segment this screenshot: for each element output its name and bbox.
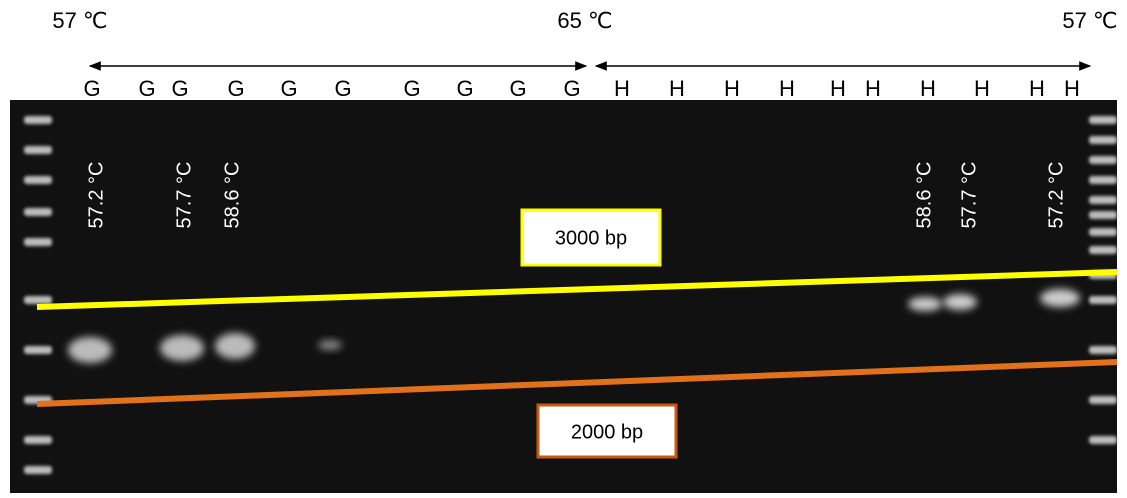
- lane-label: H: [1029, 76, 1045, 101]
- marker-box: [520, 208, 662, 267]
- lane-label: G: [456, 76, 473, 101]
- lane-label: H: [669, 76, 685, 101]
- ladder-band: [1089, 136, 1117, 144]
- band: [1040, 289, 1080, 307]
- ladder-band: [24, 296, 52, 304]
- lane-temperature: 57.7 °C: [958, 162, 980, 229]
- ladder-band: [24, 346, 52, 354]
- lane-label: G: [280, 76, 297, 101]
- lane-label: H: [779, 76, 795, 101]
- band: [318, 340, 342, 350]
- lane-temperature: 58.6 °C: [221, 162, 243, 229]
- lane-temperature: 57.2 °C: [85, 162, 107, 229]
- lane-label: G: [563, 76, 580, 101]
- ladder-band: [24, 116, 52, 124]
- ladder-band: [24, 176, 52, 184]
- temperature: 57 ℃: [52, 8, 107, 33]
- ladder-band: [1089, 176, 1117, 184]
- ladder-band: [24, 208, 52, 216]
- ladder-band: [1089, 246, 1117, 254]
- marker-box: [536, 403, 678, 459]
- ladder-band: [24, 436, 52, 444]
- ladder-band: [24, 466, 52, 474]
- lane-temperature: 58.6 °C: [913, 162, 935, 229]
- band: [908, 297, 942, 311]
- lane-label: G: [227, 76, 244, 101]
- lane-label: H: [920, 76, 936, 101]
- band: [68, 337, 112, 363]
- ladder-band: [1089, 396, 1117, 404]
- ladder-band: [1089, 346, 1117, 354]
- temperature: 57 ℃: [1062, 8, 1117, 33]
- ladder-band: [1089, 211, 1117, 219]
- lane-label: H: [1064, 76, 1080, 101]
- ladder-band: [1089, 156, 1117, 164]
- band: [215, 333, 255, 359]
- ladder-band: [1089, 116, 1117, 124]
- marker-label: 2000 bp: [571, 421, 643, 443]
- lane-label: G: [83, 76, 100, 101]
- temperature: 65 ℃: [557, 8, 612, 33]
- lane-label: H: [830, 76, 846, 101]
- lane-label: G: [403, 76, 420, 101]
- ladder-band: [24, 146, 52, 154]
- ladder-band: [1089, 196, 1117, 204]
- band: [943, 294, 977, 310]
- bands: [24, 116, 1117, 474]
- lane-label: H: [974, 76, 990, 101]
- lane-temperature: 57.7 °C: [173, 162, 195, 229]
- marker-label: 3000 bp: [555, 227, 627, 249]
- band: [160, 335, 204, 361]
- lane-label: G: [171, 76, 188, 101]
- lane-label: G: [509, 76, 526, 101]
- lane-label: H: [614, 76, 630, 101]
- ladder-band: [1089, 228, 1117, 236]
- marker-line-3000: [36, 269, 1118, 310]
- lane-label: H: [865, 76, 881, 101]
- lane-label: G: [334, 76, 351, 101]
- lane-label: H: [724, 76, 740, 101]
- ladder-band: [1089, 296, 1117, 304]
- marker-line-2000: [36, 359, 1118, 407]
- lane-label: G: [138, 76, 155, 101]
- ladder-band: [24, 238, 52, 246]
- ladder-band: [1089, 436, 1117, 444]
- lane-temperature: 57.2 °C: [1045, 162, 1067, 229]
